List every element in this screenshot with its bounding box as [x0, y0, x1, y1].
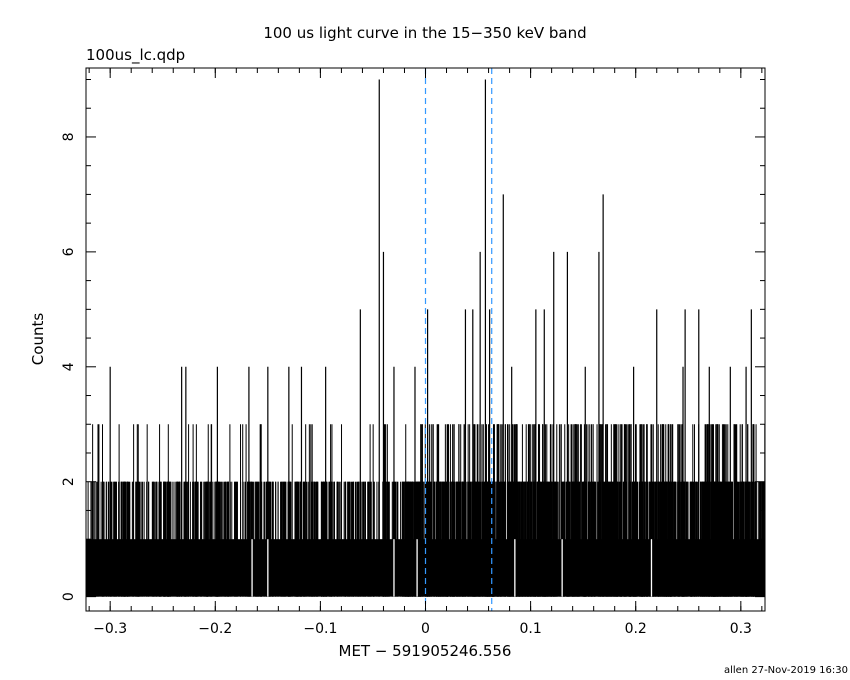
- y-tick-label: 4: [61, 362, 77, 371]
- x-tick-label: −0.2: [198, 621, 232, 637]
- x-tick-label: 0.1: [519, 621, 541, 637]
- y-tick-label: 6: [61, 247, 77, 256]
- chart-title: 100 us light curve in the 15−350 keV ban…: [263, 24, 586, 42]
- y-tick-label: 0: [61, 592, 77, 601]
- x-tick-label: 0.3: [730, 621, 752, 637]
- x-tick-label: 0.2: [625, 621, 647, 637]
- footer-stamp: allen 27-Nov-2019 16:30: [724, 665, 848, 676]
- x-axis-label: MET − 591905246.556: [339, 642, 512, 660]
- marker-lines-layer: [424, 68, 493, 611]
- x-tick-label: 0: [421, 621, 430, 637]
- y-axis-label: Counts: [29, 313, 47, 366]
- x-tick-label: −0.3: [93, 621, 127, 637]
- x-tick-label: −0.1: [303, 621, 337, 637]
- y-tick-label: 8: [61, 132, 77, 141]
- y-axis: 0 2 4 6 8: [61, 78, 765, 601]
- y-tick-label: 2: [61, 477, 77, 486]
- file-label: 100us_lc.qdp: [86, 46, 185, 65]
- x-axis: −0.3 −0.2 −0.1 0 0.1 0.2 0.3: [88, 68, 763, 637]
- histogram-layer: [86, 79, 766, 597]
